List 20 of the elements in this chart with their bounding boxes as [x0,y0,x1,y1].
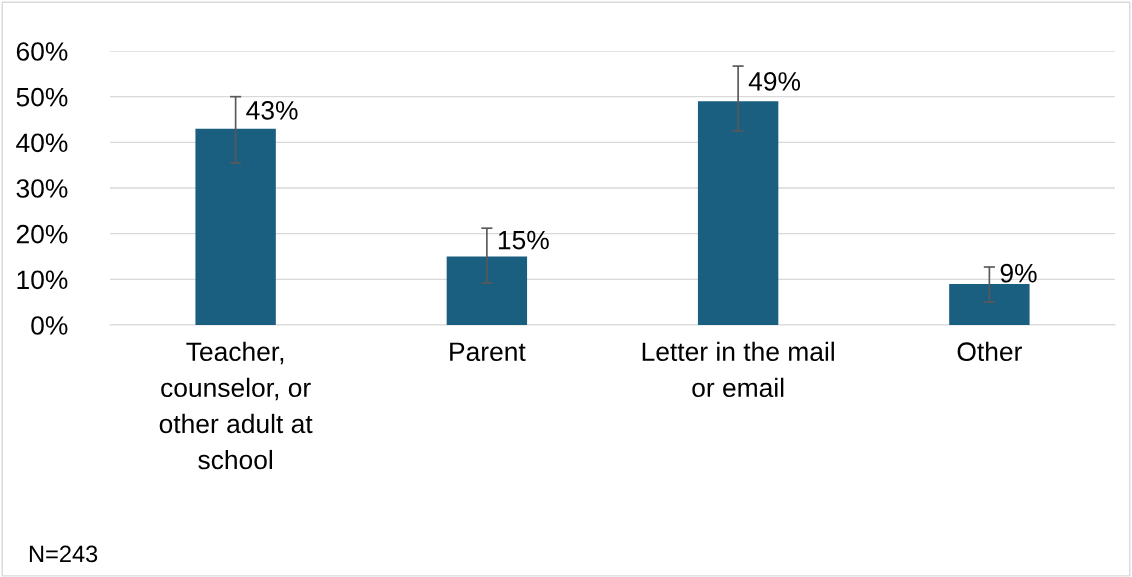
bar [446,256,528,325]
y-tick-label: 0% [31,316,68,335]
y-tick-label: 20% [16,224,68,244]
y-tick-label: 40% [16,133,68,153]
x-tick-label: Teacher, counselor, or other adult at school [159,341,313,470]
y-tick-label: 30% [16,179,68,198]
text: N=243 [29,545,98,563]
x-tick-label: Parent [450,342,526,362]
data-label: 43% [246,101,298,120]
y-tick-label: 10% [17,270,68,290]
data-label: 49% [748,72,801,91]
y-tick-label: 60% [16,42,68,61]
bar [949,283,1030,325]
y-tick-label: 50% [16,87,68,107]
data-label: 9% [1000,263,1037,283]
data-label: 15% [498,230,549,250]
x-tick-label: Letter in the mail or email [642,341,834,398]
x-tick-label: Other [957,341,1022,362]
bar [697,101,779,325]
bar [195,128,276,325]
